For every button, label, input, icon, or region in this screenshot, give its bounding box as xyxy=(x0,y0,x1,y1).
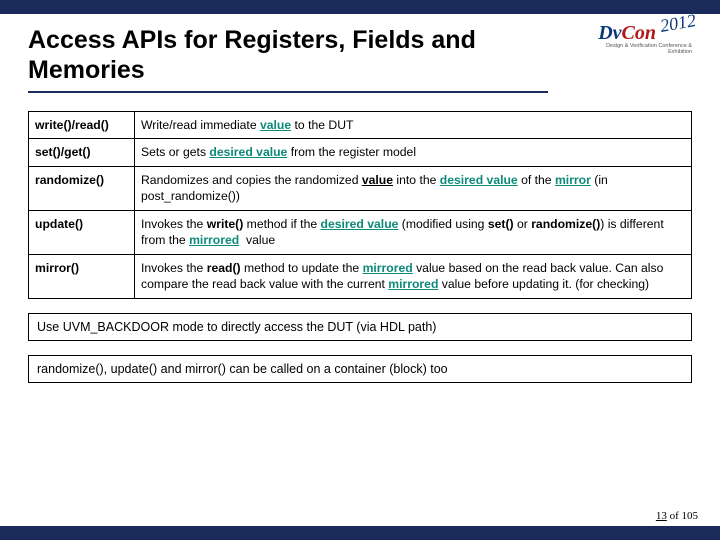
api-table: write()/read()Write/read immediate value… xyxy=(28,111,692,299)
logo-con: Con xyxy=(622,22,656,44)
api-desc-cell: Write/read immediate value to the DUT xyxy=(135,112,692,139)
note-container: randomize(), update() and mirror() can b… xyxy=(28,355,692,383)
logo-subtitle: Design & Verification Conference & Exhib… xyxy=(584,43,692,55)
api-name-cell: set()/get() xyxy=(29,139,135,166)
api-name-cell: update() xyxy=(29,210,135,254)
api-desc-cell: Randomizes and copies the randomized val… xyxy=(135,166,692,210)
table-row: randomize()Randomizes and copies the ran… xyxy=(29,166,692,210)
page-total: of 105 xyxy=(670,510,698,522)
table-row: set()/get()Sets or gets desired value fr… xyxy=(29,139,692,166)
conference-logo: DvCon2012 Design & Verification Conferen… xyxy=(584,22,692,55)
api-desc-cell: Invokes the write() method if the desire… xyxy=(135,210,692,254)
table-row: write()/read()Write/read immediate value… xyxy=(29,112,692,139)
page-title: Access APIs for Registers, Fields and Me… xyxy=(28,26,584,85)
page-current: 13 xyxy=(656,510,667,522)
api-name-cell: mirror() xyxy=(29,254,135,298)
header-row: Access APIs for Registers, Fields and Me… xyxy=(28,26,692,93)
title-rule xyxy=(28,91,548,93)
title-block: Access APIs for Registers, Fields and Me… xyxy=(28,26,584,93)
slide-body: Access APIs for Registers, Fields and Me… xyxy=(0,14,720,383)
api-name-cell: randomize() xyxy=(29,166,135,210)
note-backdoor: Use UVM_BACKDOOR mode to directly access… xyxy=(28,313,692,341)
table-row: mirror()Invokes the read() method to upd… xyxy=(29,254,692,298)
logo-year: 2012 xyxy=(658,10,697,37)
api-desc-cell: Sets or gets desired value from the regi… xyxy=(135,139,692,166)
api-desc-cell: Invokes the read() method to update the … xyxy=(135,254,692,298)
logo-dv: Dv xyxy=(598,22,621,44)
table-row: update()Invokes the write() method if th… xyxy=(29,210,692,254)
api-name-cell: write()/read() xyxy=(29,112,135,139)
page-number: 13 of 105 xyxy=(656,510,698,522)
